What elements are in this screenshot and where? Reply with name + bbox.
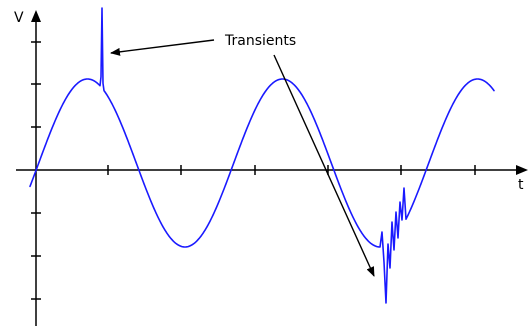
x-axis-arrowhead bbox=[516, 165, 528, 175]
x-axis-label: t bbox=[518, 177, 524, 193]
x-axis-ticks bbox=[107, 165, 476, 175]
transients-label: Transients bbox=[224, 33, 296, 49]
y-axis-arrowhead bbox=[31, 10, 41, 22]
y-axis-label: V bbox=[14, 10, 24, 26]
voltage-waveform bbox=[29, 7, 495, 304]
y-axis-ticks bbox=[31, 41, 41, 300]
callout-arrow-lower bbox=[273, 54, 375, 277]
callout-arrow-upper bbox=[110, 39, 215, 56]
